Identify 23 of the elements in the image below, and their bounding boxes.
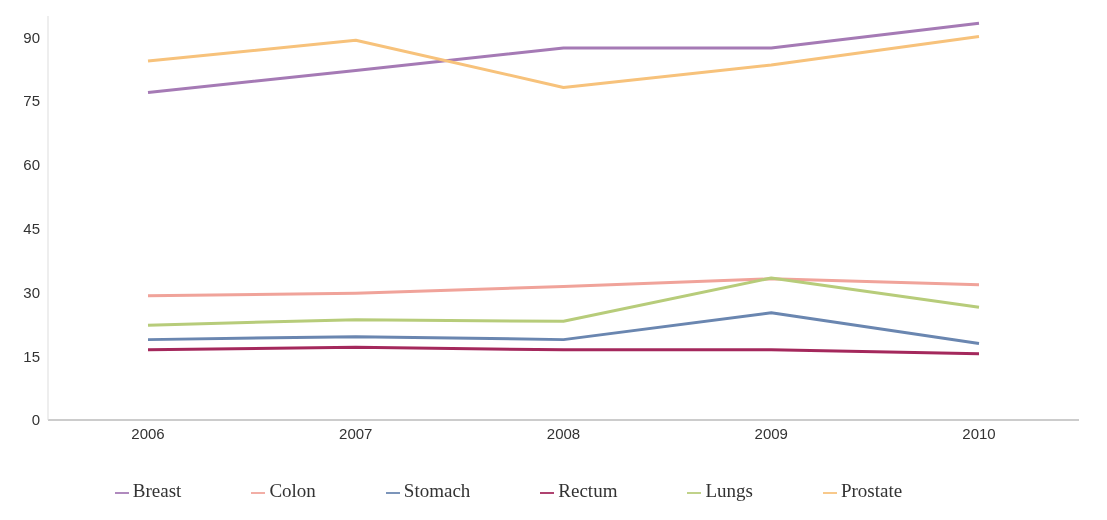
line-series [146,311,981,345]
y-tick-label: 30 [23,283,40,301]
y-tick-label: 60 [23,156,40,174]
y-tick-label: 75 [23,92,40,110]
legend-label: Lungs [705,480,753,501]
line-series [146,276,981,327]
y-tick-label: 45 [23,219,40,237]
legend-label: Prostate [840,480,903,501]
legend-label: Colon [269,480,316,501]
y-tick-label: 15 [23,347,40,365]
line-series [146,277,981,298]
legend-label: Breast [132,480,182,501]
line-series [146,34,981,89]
x-tick-label: 2007 [339,424,373,442]
x-tick-label: 2010 [962,424,996,442]
y-tick-label: 0 [31,411,40,429]
x-tick-label: 2008 [546,424,581,442]
y-tick-label: 90 [23,28,40,46]
line-series [146,21,981,95]
legend-label: Stomach [403,480,471,501]
x-tick-label: 2009 [754,424,788,442]
x-tick-label: 2006 [131,424,165,442]
legend-label: Rectum [558,480,618,501]
